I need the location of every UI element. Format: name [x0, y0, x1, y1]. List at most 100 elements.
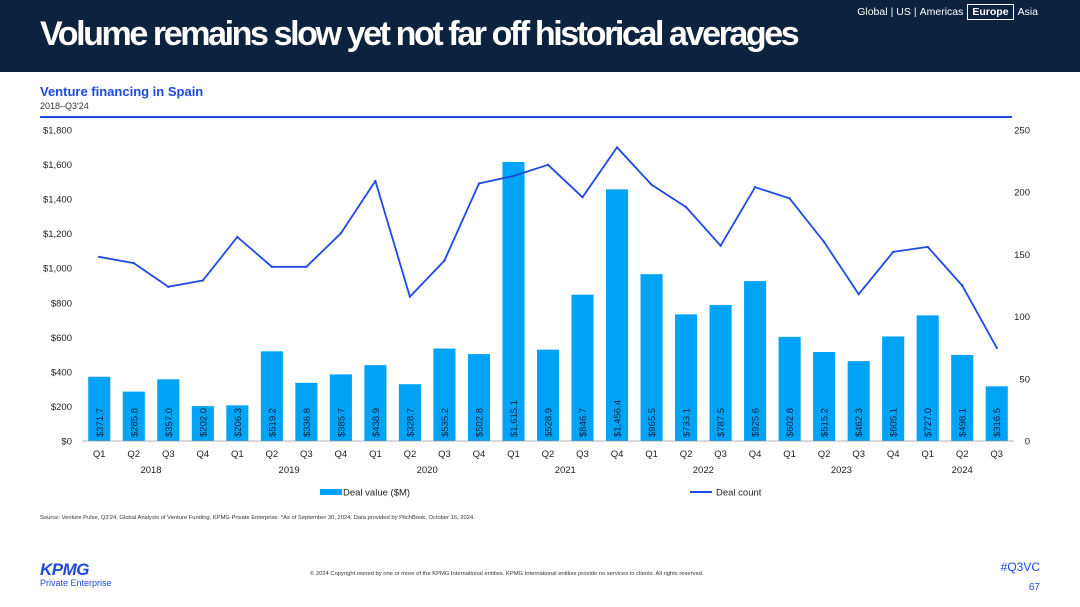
bar-data-label: $206.3 [233, 408, 244, 437]
x-tick-label: Q1 [921, 449, 934, 460]
bar-data-label: $357.0 [164, 408, 175, 437]
y-left-tick-label: $600 [51, 333, 72, 344]
bar-data-label: $502.8 [474, 408, 485, 437]
deal-count-point [98, 255, 101, 259]
bar-deal-value [191, 406, 214, 441]
x-tick-label: Q3 [300, 449, 313, 460]
bar-data-label: $528.9 [544, 408, 555, 437]
region-link-us[interactable]: US [896, 6, 911, 18]
source-note: Source: Venture Pulse, Q3'24, Global Ana… [40, 515, 475, 521]
y-left-tick-label: $0 [61, 437, 72, 448]
bar-data-label: $285.8 [129, 408, 140, 437]
deal-count-point [719, 244, 722, 247]
bar-deal-value [882, 336, 905, 441]
deal-count-point [443, 259, 446, 262]
deal-count-point [650, 183, 653, 186]
bar-deal-value [329, 374, 352, 441]
region-nav: Global | US | Americas Europe Asia [855, 4, 1040, 20]
bar-data-label: $605.1 [889, 408, 900, 437]
x-year-label: 2019 [279, 465, 300, 476]
bar-deal-value [744, 281, 767, 441]
deal-count-point [339, 232, 343, 235]
chart-subtitle: 2018–Q3'24 [40, 101, 89, 111]
bar-deal-value [502, 161, 525, 442]
bar-data-label: $965.5 [647, 408, 658, 437]
line-deal-count [99, 146, 998, 349]
deal-count-point [374, 179, 377, 183]
bar-deal-value [640, 274, 663, 441]
bar-deal-value [88, 376, 111, 441]
x-tick-label: Q3 [162, 449, 175, 460]
bar-data-label: $515.2 [820, 408, 831, 437]
region-separator: | [890, 6, 894, 18]
region-link-americas[interactable]: Americas [919, 6, 964, 18]
bar-data-label: $846.7 [578, 408, 589, 437]
bar-deal-value [985, 386, 1008, 441]
bar-data-label: $519.2 [267, 408, 278, 437]
x-tick-label: Q3 [576, 449, 589, 460]
x-tick-label: Q2 [542, 449, 555, 460]
combo-chart: $0 $200 $400 $600 $800 $1,000 $1,200 $1,400 $1,6… [43, 126, 1030, 499]
kpmg-logo-subtitle: Private Enterprise [40, 578, 112, 588]
bar-deal-value [226, 405, 249, 441]
bar-deal-value [675, 314, 698, 441]
deal-count-point [926, 245, 929, 249]
y-left-tick-label: $1,200 [43, 229, 72, 240]
bar-deal-value [571, 294, 594, 441]
deal-count-point [201, 279, 205, 282]
legend-label-deal-value: Deal value ($M) [343, 488, 410, 499]
x-tick-label: Q4 [887, 449, 900, 460]
bar-deal-value [951, 354, 974, 441]
bar-data-label: $733.1 [682, 408, 693, 437]
bar-data-label: $925.6 [751, 408, 762, 437]
bar-deal-value [847, 361, 870, 441]
deal-count-point [995, 346, 998, 349]
region-link-asia[interactable]: Asia [1017, 6, 1038, 18]
x-tick-label: Q1 [507, 449, 520, 460]
legend-swatch-deal-value [320, 489, 342, 495]
x-tick-label: Q3 [852, 449, 865, 460]
bar-deal-value [709, 304, 732, 441]
bar-data-label: $1,456.4 [613, 400, 624, 437]
x-year-label: 2022 [693, 465, 714, 476]
page-title: Volume remains slow yet not far off hist… [40, 15, 800, 53]
deal-count-point [581, 195, 584, 199]
bar-deal-value [605, 189, 629, 441]
y-right-tick-label: 150 [1014, 250, 1030, 261]
x-tick-label: Q3 [990, 449, 1003, 460]
y-left-tick-label: $1,800 [43, 126, 72, 137]
x-tick-label: Q4 [473, 449, 486, 460]
x-tick-label: Q3 [714, 449, 727, 460]
deal-count-point [788, 197, 791, 200]
y-left-tick-label: $400 [51, 367, 72, 378]
y-right-tick-label: 100 [1014, 312, 1030, 323]
x-tick-label: Q1 [369, 449, 382, 460]
y-left-tick-label: $200 [51, 402, 72, 413]
bar-data-label: $1,615.1 [509, 400, 520, 437]
page-number: 67 [1028, 582, 1040, 593]
deal-count-point [132, 261, 135, 265]
bar-deal-value [260, 351, 283, 441]
region-link-global[interactable]: Global [857, 6, 888, 18]
deal-count-point [615, 146, 619, 149]
deal-count-point [477, 182, 481, 185]
deal-count-point [408, 295, 412, 298]
y-left-tick-label: $1,000 [43, 264, 72, 275]
bar-data-label: $535.2 [440, 408, 451, 437]
kpmg-logo: KPMG Private Enterprise [40, 560, 112, 589]
chart-title: Venture financing in Spain [40, 84, 204, 99]
deal-count-point [305, 265, 308, 269]
kpmg-logo-mark: KPMG [40, 560, 89, 579]
y-right-tick-label: 200 [1014, 188, 1030, 199]
bar-data-label: $385.7 [336, 408, 347, 437]
bar-data-label: $602.8 [785, 408, 796, 437]
bar-deal-value [778, 336, 801, 441]
x-tick-label: Q4 [335, 449, 348, 460]
bar-deal-value [295, 382, 318, 441]
x-tick-label: Q2 [818, 449, 831, 460]
x-tick-label: Q1 [93, 449, 106, 460]
x-tick-label: Q2 [266, 449, 279, 460]
region-link-europe[interactable]: Europe [967, 4, 1014, 20]
bar-deal-value [813, 351, 836, 441]
bar-data-label: $328.7 [405, 408, 416, 437]
